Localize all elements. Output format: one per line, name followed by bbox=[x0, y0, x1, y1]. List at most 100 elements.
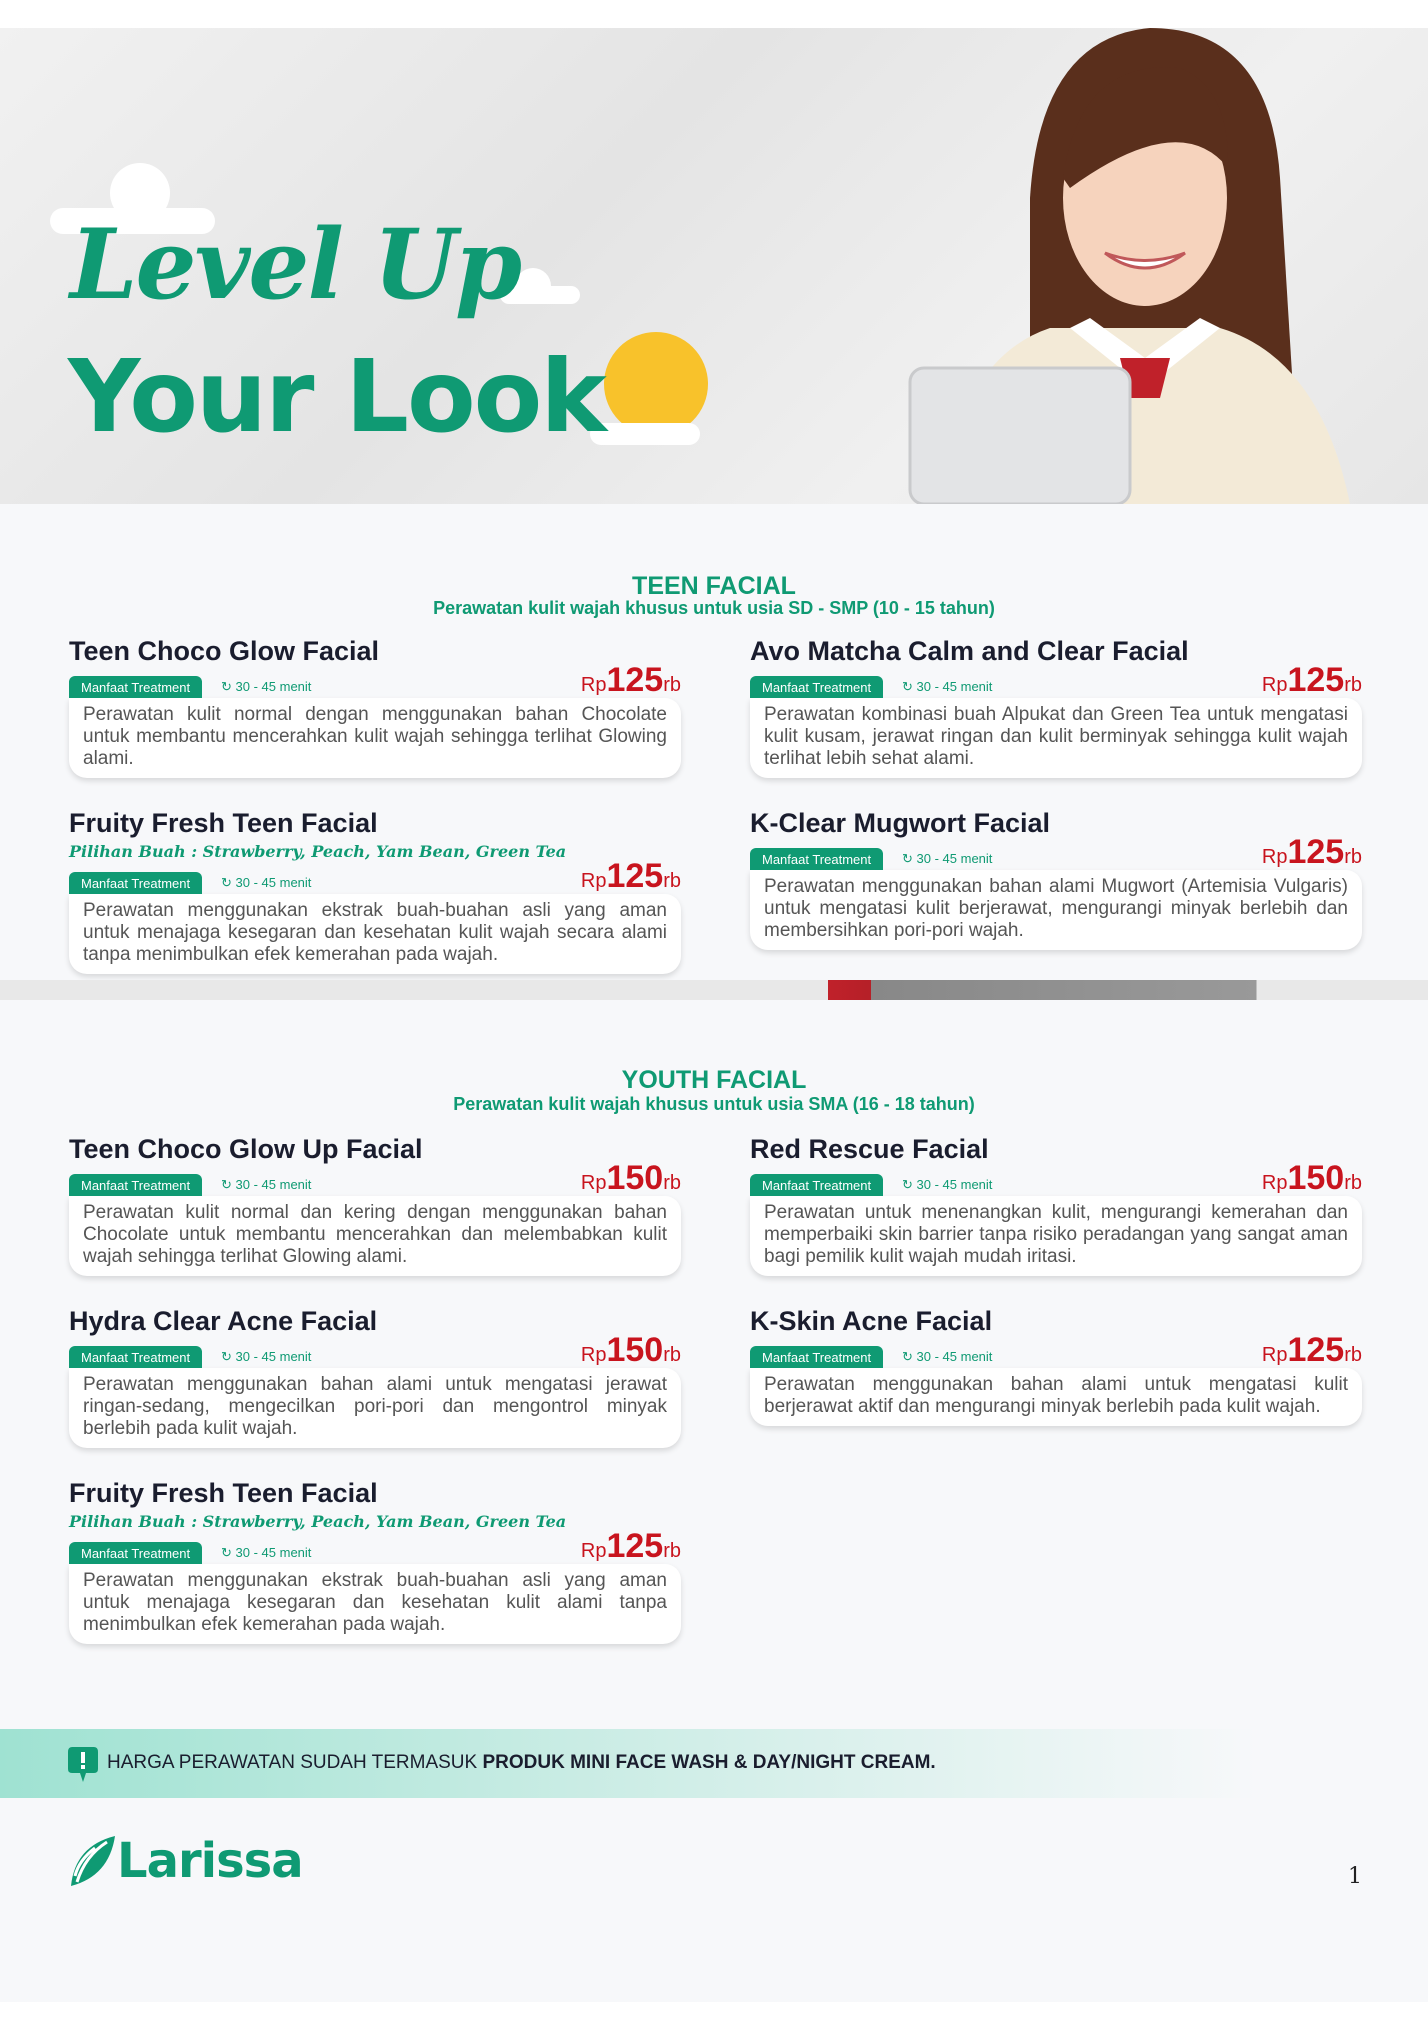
duration-text: 30 - 45 menit bbox=[235, 1177, 312, 1192]
price-currency: Rp bbox=[580, 1540, 607, 1562]
price-currency: Rp bbox=[1261, 1172, 1288, 1194]
treatment-card: Fruity Fresh Teen Facial Pilihan Buah : S… bbox=[69, 808, 681, 974]
duration: ↻ 30 - 45 menit bbox=[221, 1177, 311, 1193]
price: Rp150rb bbox=[581, 1159, 681, 1198]
treatment-name: Avo Matcha Calm and Clear Facial bbox=[750, 636, 1189, 666]
clock-icon: ↻ bbox=[902, 1177, 913, 1192]
treatment-card: Teen Choco Glow Up Facial Manfaat Treatm… bbox=[69, 1134, 681, 1276]
price: Rp125rb bbox=[581, 1527, 681, 1566]
duration-text: 30 - 45 menit bbox=[235, 1349, 312, 1364]
duration: ↻ 30 - 45 menit bbox=[902, 851, 992, 867]
duration: ↻ 30 - 45 menit bbox=[902, 1349, 992, 1365]
section-title: YOUTH FACIAL bbox=[621, 1066, 807, 1094]
price: Rp125rb bbox=[581, 857, 681, 896]
clock-icon: ↻ bbox=[902, 679, 913, 694]
treatment-card: Red Rescue Facial Manfaat Treatment ↻ 30… bbox=[750, 1134, 1362, 1276]
benefit-tag: Manfaat Treatment bbox=[69, 1174, 203, 1196]
treatment-name: K-Skin Acne Facial bbox=[750, 1306, 993, 1336]
cloud-decoration bbox=[110, 163, 170, 223]
clock-icon: ↻ bbox=[221, 1545, 232, 1560]
benefit-tag: Manfaat Treatment bbox=[750, 848, 884, 870]
treatment-description: Perawatan kulit normal dengan menggunaka… bbox=[69, 698, 681, 778]
price-unit: rb bbox=[663, 1540, 681, 1562]
price: Rp125rb bbox=[1262, 1331, 1362, 1370]
treatment-card: K-Clear Mugwort Facial Manfaat Treatment… bbox=[750, 808, 1362, 950]
price-value: 150 bbox=[606, 1331, 664, 1369]
teen-facial-section: TEEN FACIAL Perawatan kulit wajah khusus… bbox=[0, 504, 1428, 980]
treatment-description: Perawatan menggunakan bahan alami Mugwor… bbox=[750, 870, 1362, 950]
treatment-name: Fruity Fresh Teen Facial bbox=[69, 808, 378, 838]
price-value: 150 bbox=[606, 1159, 664, 1197]
treatment-description: Perawatan menggunakan bahan alami untuk … bbox=[69, 1368, 681, 1448]
duration-text: 30 - 45 menit bbox=[916, 679, 993, 694]
treatment-card: Avo Matcha Calm and Clear Facial Manfaat… bbox=[750, 636, 1362, 778]
duration: ↻ 30 - 45 menit bbox=[221, 679, 311, 695]
price-value: 125 bbox=[606, 1527, 664, 1565]
price: Rp125rb bbox=[1262, 661, 1362, 700]
brand-logo: Larissa bbox=[69, 1833, 304, 1889]
price-value: 125 bbox=[606, 857, 664, 895]
card-meta-row: Manfaat Treatment ↻ 30 - 45 menit Rp150r… bbox=[750, 1159, 1362, 1197]
price-unit: rb bbox=[663, 870, 681, 892]
price-currency: Rp bbox=[580, 1344, 607, 1366]
cloud-decoration bbox=[515, 268, 551, 304]
treatment-description: Perawatan kulit normal dan kering dengan… bbox=[69, 1196, 681, 1276]
price-unit: rb bbox=[1344, 846, 1362, 868]
price-currency: Rp bbox=[1261, 1344, 1288, 1366]
section-subtitle: Perawatan kulit wajah khusus untuk usia … bbox=[453, 1094, 975, 1114]
cloud-decoration bbox=[590, 423, 700, 445]
card-meta-row: Manfaat Treatment ↻ 30 - 45 menit Rp125r… bbox=[750, 661, 1362, 699]
price-currency: Rp bbox=[1261, 674, 1288, 696]
benefit-tag: Manfaat Treatment bbox=[750, 1346, 884, 1368]
price-value: 125 bbox=[1287, 661, 1345, 699]
duration-text: 30 - 45 menit bbox=[916, 1349, 993, 1364]
treatment-description: Perawatan menggunakan bahan alami untuk … bbox=[750, 1368, 1362, 1426]
clock-icon: ↻ bbox=[902, 1349, 913, 1364]
price-currency: Rp bbox=[580, 1172, 607, 1194]
card-meta-row: Manfaat Treatment ↻ 30 - 45 menit Rp150r… bbox=[69, 1331, 681, 1369]
model-photo bbox=[908, 28, 1350, 504]
card-meta-row: Manfaat Treatment ↻ 30 - 45 menit Rp125r… bbox=[69, 1527, 681, 1565]
leaf-logo-icon bbox=[71, 1836, 115, 1886]
price: Rp125rb bbox=[1262, 833, 1362, 872]
benefit-tag: Manfaat Treatment bbox=[750, 1174, 884, 1196]
notice-regular: HARGA PERAWATAN SUDAH TERMASUK bbox=[107, 1752, 483, 1773]
section-title: TEEN FACIAL bbox=[632, 572, 796, 600]
card-meta-row: Manfaat Treatment ↻ 30 - 45 menit Rp150r… bbox=[69, 1159, 681, 1197]
treatment-name: K-Clear Mugwort Facial bbox=[750, 808, 1051, 838]
price: Rp150rb bbox=[581, 1331, 681, 1370]
page: Level Up Your Look TEEN FACIAL Perawatan… bbox=[0, 28, 1428, 2002]
notice-bold: PRODUK MINI FACE WASH & DAY/NIGHT CREAM. bbox=[482, 1752, 936, 1773]
duration-text: 30 - 45 menit bbox=[916, 1177, 993, 1192]
card-meta-row: Manfaat Treatment ↻ 30 - 45 menit Rp125r… bbox=[69, 857, 681, 895]
clock-icon: ↻ bbox=[902, 851, 913, 866]
price-currency: Rp bbox=[580, 870, 607, 892]
price-currency: Rp bbox=[1261, 846, 1288, 868]
treatment-description: Perawatan untuk menenangkan kulit, mengu… bbox=[750, 1196, 1362, 1276]
treatment-description: Perawatan menggunakan ekstrak buah-buaha… bbox=[69, 894, 681, 974]
fruit-options: Pilihan Buah : Strawberry, Peach, Yam Be… bbox=[69, 1512, 567, 1531]
duration: ↻ 30 - 45 menit bbox=[221, 875, 311, 891]
price-notice-text: HARGA PERAWATAN SUDAH TERMASUK PRODUK MI… bbox=[107, 1752, 936, 1774]
hero-title-line2: Your Look bbox=[68, 338, 607, 455]
page-number: 1 bbox=[1348, 1864, 1362, 1889]
card-meta-row: Manfaat Treatment ↻ 30 - 45 menit Rp125r… bbox=[69, 661, 681, 699]
benefit-tag: Manfaat Treatment bbox=[69, 872, 203, 894]
price: Rp150rb bbox=[1262, 1159, 1362, 1198]
treatment-card: Hydra Clear Acne Facial Manfaat Treatmen… bbox=[69, 1306, 681, 1448]
price-unit: rb bbox=[1344, 1172, 1362, 1194]
duration: ↻ 30 - 45 menit bbox=[902, 1177, 992, 1193]
clock-icon: ↻ bbox=[221, 1177, 232, 1192]
duration: ↻ 30 - 45 menit bbox=[221, 1349, 311, 1365]
sun-decoration bbox=[604, 332, 708, 436]
benefit-tag: Manfaat Treatment bbox=[69, 676, 203, 698]
price-unit: rb bbox=[663, 1172, 681, 1194]
duration-text: 30 - 45 menit bbox=[235, 875, 312, 890]
hero-banner: Level Up Your Look bbox=[0, 28, 1428, 504]
clock-icon: ↻ bbox=[221, 679, 232, 694]
price-notice-banner: HARGA PERAWATAN SUDAH TERMASUK PRODUK MI… bbox=[0, 1729, 1428, 1798]
treatment-name: Teen Choco Glow Facial bbox=[69, 636, 380, 666]
price-value: 125 bbox=[606, 661, 664, 699]
exclamation-bubble-icon bbox=[68, 1747, 98, 1782]
price: Rp125rb bbox=[581, 661, 681, 700]
